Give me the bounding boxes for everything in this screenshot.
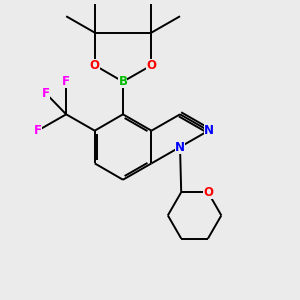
Text: F: F — [42, 87, 50, 100]
Text: O: O — [146, 59, 157, 72]
Text: O: O — [90, 59, 100, 72]
Text: B: B — [118, 75, 127, 88]
Text: F: F — [34, 124, 42, 137]
Text: F: F — [62, 75, 70, 88]
Text: N: N — [175, 140, 185, 154]
Text: N: N — [204, 124, 214, 137]
Text: O: O — [203, 186, 213, 199]
